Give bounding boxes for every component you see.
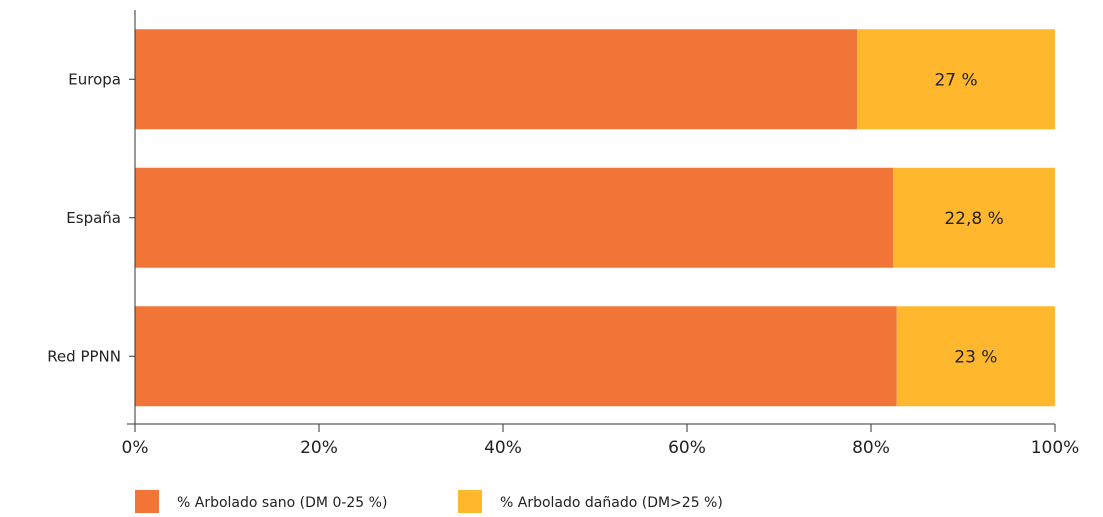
bar-healthy-3 — [135, 306, 897, 407]
x-tick-label-4: 60% — [668, 438, 706, 458]
x-tick-label-2: 20% — [300, 438, 338, 458]
legend-swatch-2 — [458, 490, 482, 513]
legend-swatch-1 — [135, 490, 159, 513]
x-tick-label-5: 80% — [852, 438, 890, 458]
bar-healthy-2 — [135, 167, 894, 268]
axes: Europa España Red PPNN 0% 20% 40% 60% 80% 100% — [47, 10, 1079, 458]
x-tick-label-1: 0% — [122, 438, 149, 458]
data-label-3: 23 % — [954, 347, 997, 367]
category-label-1: Europa — [68, 70, 121, 88]
legend-label-1: % Arbolado sano (DM 0-25 %) — [177, 495, 387, 511]
x-tick-label-3: 40% — [484, 438, 522, 458]
plot-area: 27 % 22,8 % 23 % — [135, 29, 1055, 407]
category-label-2: España — [66, 209, 121, 227]
x-tick-label-6: 100% — [1031, 438, 1080, 458]
bar-damaged-1 — [857, 29, 1055, 130]
bar-damaged-3 — [896, 306, 1055, 407]
data-label-2: 22,8 % — [944, 209, 1003, 229]
bar-healthy-1 — [135, 29, 858, 130]
legend-label-2: % Arbolado dañado (DM>25 %) — [500, 495, 723, 511]
category-label-3: Red PPNN — [47, 347, 121, 365]
data-label-1: 27 % — [934, 70, 977, 90]
legend: % Arbolado sano (DM 0-25 %) % Arbolado da… — [135, 490, 723, 513]
bar-damaged-2 — [893, 167, 1055, 268]
